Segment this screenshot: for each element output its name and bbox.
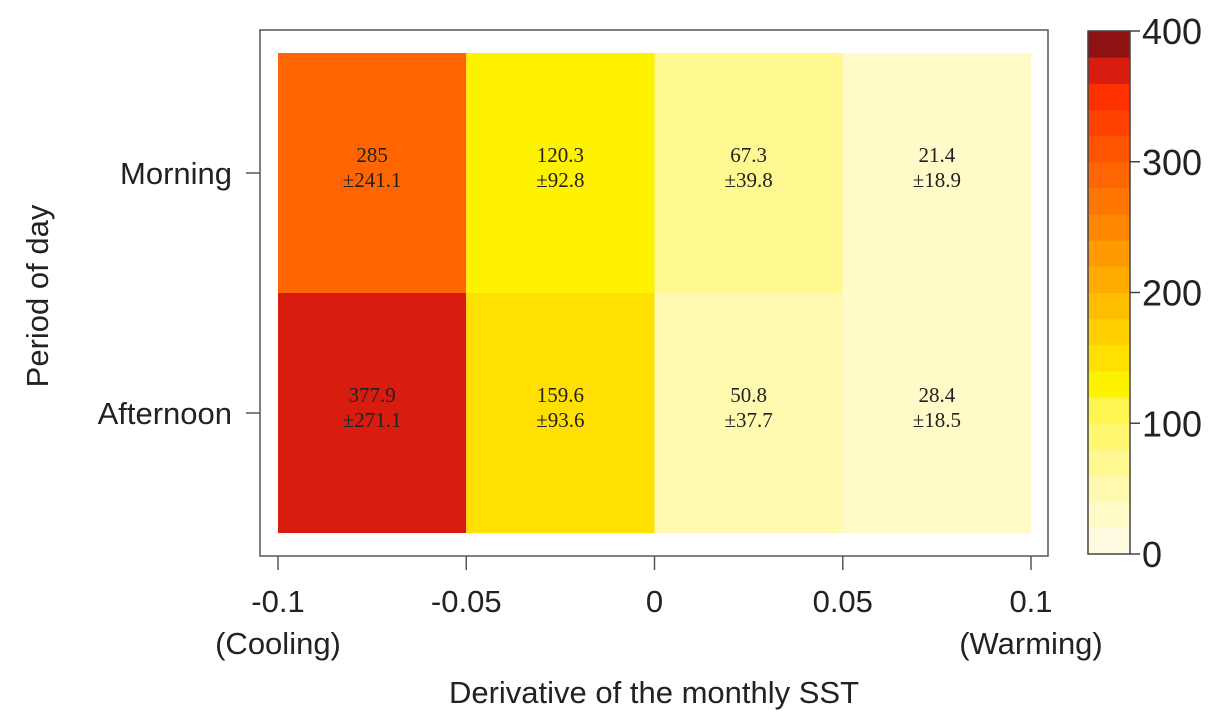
colorbar-segment bbox=[1088, 57, 1130, 84]
x-tick-label: -0.05 bbox=[431, 584, 502, 619]
x-tick-label: -0.1 bbox=[251, 584, 304, 619]
cell-sd-label: ±18.9 bbox=[913, 168, 961, 192]
y-axis-label: Period of day bbox=[20, 204, 55, 387]
x-annotation-warming: (Warming) bbox=[959, 626, 1103, 661]
colorbar-segment bbox=[1088, 397, 1130, 424]
x-axis: -0.1 -0.05 0 0.05 0.1 (Cooling) (Warming) bbox=[215, 556, 1103, 661]
colorbar-segment bbox=[1088, 240, 1130, 267]
colorbar-segment bbox=[1088, 370, 1130, 398]
x-annotation-cooling: (Cooling) bbox=[215, 626, 341, 661]
x-axis-label: Derivative of the monthly SST bbox=[449, 675, 859, 710]
y-axis: Morning Afternoon bbox=[98, 156, 260, 431]
colorbar-segment bbox=[1088, 31, 1130, 58]
colorbar: 0 100 200 300 400 bbox=[1087, 11, 1202, 575]
colorbar-tick-label: 400 bbox=[1142, 11, 1202, 52]
cell-mean-label: 67.3 bbox=[730, 143, 767, 167]
colorbar-segment bbox=[1088, 187, 1130, 215]
heatmap-cell bbox=[466, 293, 655, 533]
heatmap-cell bbox=[842, 293, 1031, 533]
cell-sd-label: ±271.1 bbox=[343, 408, 402, 432]
cell-sd-label: ±18.5 bbox=[913, 408, 961, 432]
cell-sd-label: ±92.8 bbox=[536, 168, 584, 192]
heatmap-cell bbox=[842, 53, 1031, 293]
colorbar-tick-label: 300 bbox=[1142, 142, 1202, 183]
heatmap-cell-labels: 285±241.1 120.3±92.8 67.3±39.8 21.4±18.9 377… bbox=[343, 143, 961, 432]
cell-mean-label: 285 bbox=[356, 143, 388, 167]
colorbar-segment bbox=[1088, 161, 1130, 189]
colorbar-segment bbox=[1088, 449, 1130, 477]
cell-mean-label: 120.3 bbox=[537, 143, 584, 167]
colorbar-tick-label: 0 bbox=[1142, 534, 1162, 575]
cell-sd-label: ±39.8 bbox=[724, 168, 772, 192]
heatmap-cell bbox=[654, 293, 843, 533]
colorbar-segment bbox=[1088, 292, 1130, 320]
colorbar-segment bbox=[1088, 214, 1130, 241]
colorbar-segment bbox=[1088, 475, 1130, 503]
colorbar-tick-label: 200 bbox=[1142, 273, 1202, 314]
colorbar-segment bbox=[1088, 344, 1130, 372]
heatmap-cells bbox=[278, 53, 1031, 533]
cell-mean-label: 21.4 bbox=[919, 143, 956, 167]
y-tick-label: Morning bbox=[120, 156, 232, 191]
x-tick-label: 0 bbox=[646, 584, 663, 619]
heatmap-cell bbox=[466, 53, 655, 293]
x-tick-label: 0.1 bbox=[1009, 584, 1052, 619]
colorbar-segment bbox=[1088, 83, 1130, 110]
colorbar-segment bbox=[1088, 109, 1130, 137]
cell-mean-label: 377.9 bbox=[349, 383, 396, 407]
cell-mean-label: 159.6 bbox=[537, 383, 584, 407]
heatmap-cell bbox=[278, 53, 467, 293]
colorbar-segment bbox=[1088, 527, 1130, 555]
y-tick-label: Afternoon bbox=[98, 396, 232, 431]
heatmap-cell bbox=[654, 53, 843, 293]
cell-mean-label: 50.8 bbox=[730, 383, 767, 407]
colorbar-segment bbox=[1088, 423, 1130, 450]
cell-sd-label: ±93.6 bbox=[536, 408, 584, 432]
cell-mean-label: 28.4 bbox=[919, 383, 956, 407]
colorbar-tick-label: 100 bbox=[1142, 403, 1202, 444]
colorbar-segment bbox=[1088, 266, 1130, 293]
heatmap-cell bbox=[278, 293, 467, 533]
colorbar-segment bbox=[1088, 501, 1130, 529]
cell-sd-label: ±241.1 bbox=[343, 168, 402, 192]
colorbar-segment bbox=[1088, 318, 1130, 346]
cell-sd-label: ±37.7 bbox=[724, 408, 772, 432]
x-tick-label: 0.05 bbox=[813, 584, 873, 619]
colorbar-segment bbox=[1088, 135, 1130, 163]
